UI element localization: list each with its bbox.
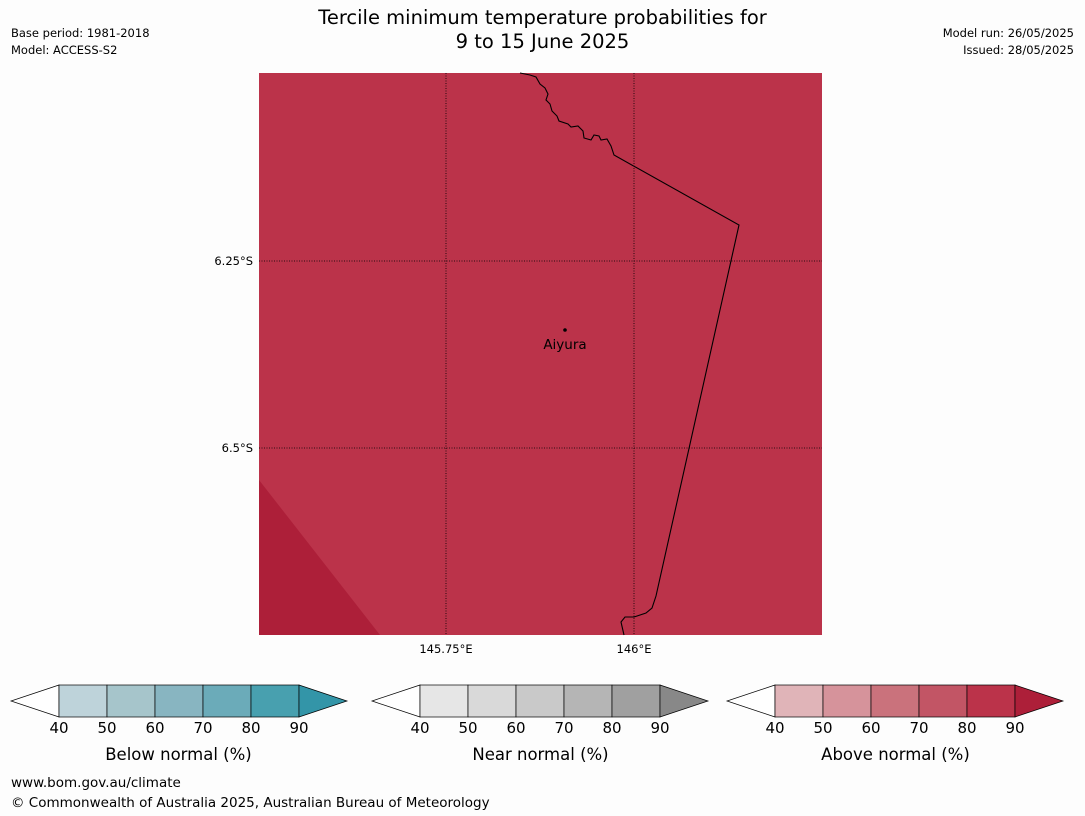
city-marker-aiyura[interactable] <box>563 328 567 332</box>
colorbar-below-over <box>298 684 349 718</box>
lat-tick-6-5: 6.5°S <box>221 441 253 455</box>
colorbar-near-segment-4 <box>611 684 661 718</box>
colorbar-above-segment-2 <box>870 684 920 718</box>
colorbar-near-tick-50: 50 <box>458 719 478 737</box>
title-line-2: 9 to 15 June 2025 <box>455 30 630 53</box>
colorbar-above-segment-1 <box>822 684 872 718</box>
colorbar-below-tick-90: 90 <box>289 719 309 737</box>
colorbar-below-tick-60: 60 <box>145 719 165 737</box>
colorbar-above-under <box>725 684 776 718</box>
colorbar-near-normal <box>370 684 710 718</box>
colorbar-below-segment-3 <box>202 684 252 718</box>
colorbar-near-tick-80: 80 <box>602 719 622 737</box>
colorbar-near-segment-3 <box>563 684 613 718</box>
province-boundary <box>519 72 740 636</box>
map-area[interactable] <box>259 73 822 635</box>
city-label-aiyura: Aiyura <box>543 337 587 353</box>
lat-tick-6-25: 6.25°S <box>214 254 253 268</box>
colorbar-below-segment-2 <box>154 684 204 718</box>
colorbar-below-tick-40: 40 <box>49 719 69 737</box>
colorbar-above-segment-0 <box>774 684 824 718</box>
colorbar-label-near: Near normal (%) <box>472 745 609 764</box>
colorbar-below-normal <box>9 684 349 718</box>
colorbar-below-segment-4 <box>250 684 300 718</box>
meta-left: Base period: 1981-2018 Model: ACCESS-S2 <box>11 25 150 59</box>
colorbar-above-tick-80: 80 <box>957 719 977 737</box>
colorbar-below-under <box>9 684 60 718</box>
colorbar-near-tick-60: 60 <box>506 719 526 737</box>
colorbar-label-below: Below normal (%) <box>105 745 252 764</box>
colorbar-below-segment-0 <box>58 684 108 718</box>
colorbar-above-tick-70: 70 <box>909 719 929 737</box>
lon-tick-145-75: 145.75°E <box>419 642 473 656</box>
footer-copyright: © Commonwealth of Australia 2025, Austra… <box>11 795 490 811</box>
colorbar-near-under <box>370 684 421 718</box>
colorbar-above-tick-40: 40 <box>765 719 785 737</box>
title-line-1: Tercile minimum temperature probabilitie… <box>318 6 767 29</box>
model-name: Model: ACCESS-S2 <box>11 43 118 57</box>
colorbar-below-segment-1 <box>106 684 156 718</box>
colorbar-above-tick-50: 50 <box>813 719 833 737</box>
colorbar-above-tick-60: 60 <box>861 719 881 737</box>
colorbar-below-tick-70: 70 <box>193 719 213 737</box>
colorbar-label-above: Above normal (%) <box>821 745 970 764</box>
colorbar-above-normal <box>725 684 1065 718</box>
colorbar-near-segment-2 <box>515 684 565 718</box>
colorbar-near-over <box>659 684 710 718</box>
colorbar-near-tick-70: 70 <box>554 719 574 737</box>
colorbar-near-tick-40: 40 <box>410 719 430 737</box>
issued-date: Issued: 28/05/2025 <box>963 43 1074 57</box>
footer-website[interactable]: www.bom.gov.au/climate <box>11 775 181 791</box>
map-corner-region <box>259 480 380 635</box>
colorbar-below-tick-80: 80 <box>241 719 261 737</box>
colorbar-above-over <box>1014 684 1065 718</box>
colorbar-near-segment-1 <box>467 684 517 718</box>
colorbar-near-tick-90: 90 <box>650 719 670 737</box>
colorbar-below-tick-50: 50 <box>97 719 117 737</box>
meta-right: Model run: 26/05/2025 Issued: 28/05/2025 <box>943 25 1074 59</box>
colorbars-svg <box>9 684 1065 718</box>
colorbar-near-segment-0 <box>419 684 469 718</box>
model-run: Model run: 26/05/2025 <box>942 26 1074 40</box>
colorbar-above-tick-90: 90 <box>1005 719 1025 737</box>
colorbar-above-segment-4 <box>966 684 1016 718</box>
colorbar-above-segment-3 <box>918 684 968 718</box>
chart-title: Tercile minimum temperature probabilitie… <box>0 6 1085 54</box>
lon-tick-146: 146°E <box>616 642 652 656</box>
base-period: Base period: 1981-2018 <box>11 26 150 40</box>
